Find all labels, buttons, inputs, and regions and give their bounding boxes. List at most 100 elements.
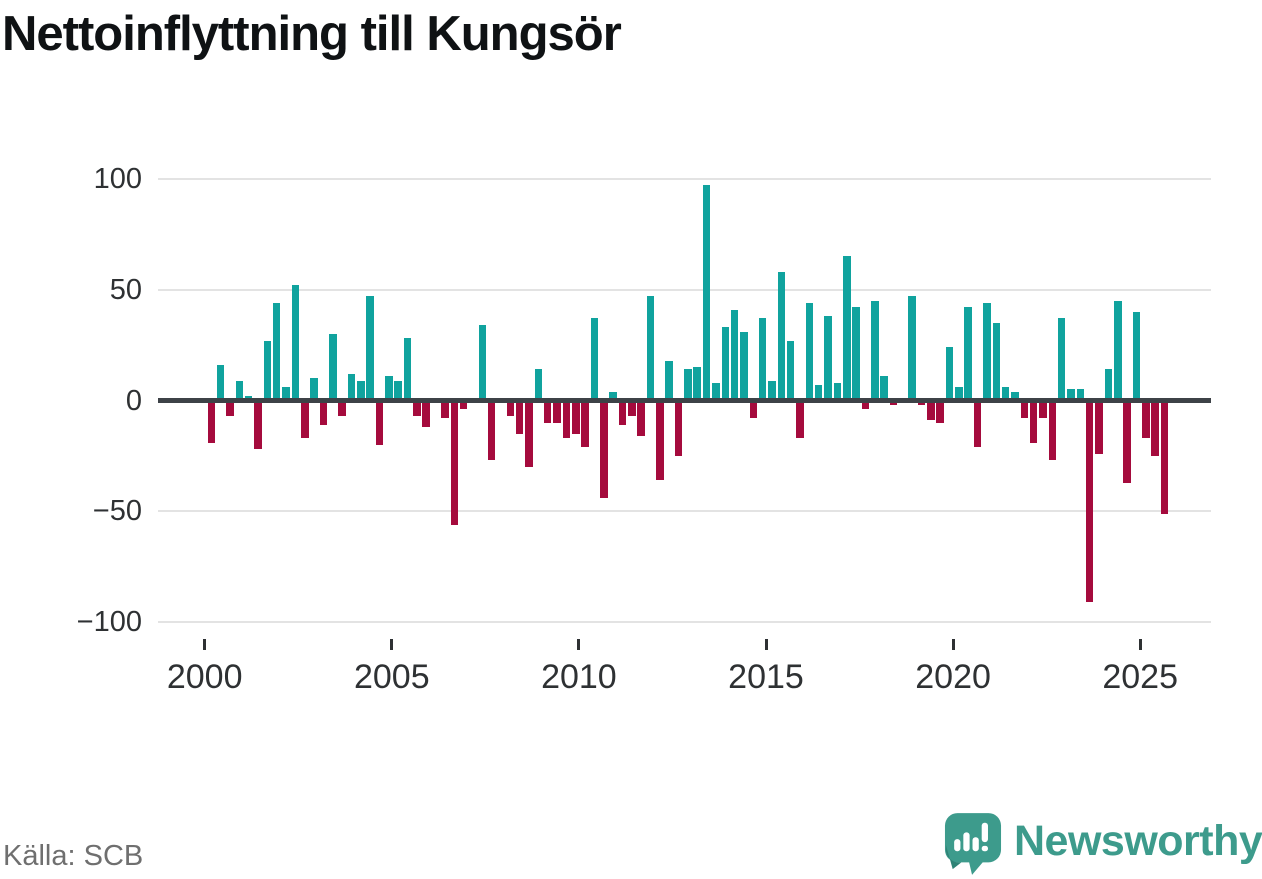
x-axis-label-2000: 2000	[166, 658, 243, 696]
bar-positive	[1114, 300, 1122, 401]
bar-positive	[272, 302, 281, 401]
bar-positive	[871, 300, 879, 401]
bar-negative	[861, 400, 870, 410]
bar-positive	[684, 369, 692, 401]
bar-positive	[216, 365, 225, 401]
bar-positive	[291, 285, 300, 401]
bar-negative	[553, 400, 561, 423]
x-tick-2025	[1138, 639, 1142, 650]
bar-negative	[628, 400, 636, 417]
x-tick-2020	[951, 639, 955, 650]
bar-positive	[824, 316, 832, 401]
bar-positive	[282, 387, 290, 401]
bar-positive	[702, 185, 711, 401]
bar-positive	[992, 322, 1001, 401]
bar-negative	[1085, 400, 1094, 603]
bar-positive	[329, 333, 337, 401]
bar-positive	[908, 296, 916, 401]
bar-positive	[366, 296, 374, 401]
bar-positive	[833, 382, 842, 401]
x-tick-2010	[577, 639, 581, 650]
y-axis-label-100: 100	[93, 162, 142, 195]
x-axis-label-2020: 2020	[915, 658, 991, 696]
bar-positive	[777, 271, 786, 401]
y-axis-label-50: 50	[109, 273, 142, 306]
bar-negative	[600, 400, 608, 499]
bar-positive	[955, 387, 963, 401]
bar-positive	[721, 327, 730, 401]
bar-negative	[656, 400, 664, 481]
bar-positive	[403, 338, 412, 401]
bar-negative	[422, 400, 430, 428]
x-tick-2015	[764, 639, 768, 650]
bar-positive	[814, 384, 823, 401]
bar-positive	[310, 378, 318, 401]
bar-positive	[1001, 387, 1010, 401]
bar-negative	[674, 400, 683, 456]
bar-positive	[730, 309, 739, 401]
bar-negative	[562, 400, 571, 439]
bar-positive	[1067, 389, 1075, 401]
bar-positive	[357, 380, 365, 401]
bar-positive	[945, 347, 954, 401]
gridline-100	[158, 177, 1211, 180]
bar-negative	[637, 400, 645, 436]
bar-positive	[693, 367, 701, 401]
bar-negative	[319, 400, 328, 425]
bar-negative	[1160, 400, 1169, 514]
bar-negative	[506, 400, 515, 417]
bar-negative	[515, 400, 524, 434]
bar-negative	[796, 400, 804, 439]
bar-positive	[665, 360, 673, 401]
bar-negative	[1039, 400, 1047, 419]
y-axis-label--100: −100	[76, 606, 142, 639]
bar-positive	[385, 376, 393, 401]
bar-positive	[983, 302, 991, 401]
newsworthy-logo: Newsworthy	[944, 812, 1262, 876]
bar-positive	[740, 331, 748, 401]
bar-positive	[590, 318, 599, 401]
bar-negative	[487, 400, 496, 461]
y-axis-label-0: 0	[125, 384, 142, 417]
bar-negative	[1095, 400, 1103, 454]
bar-negative	[301, 400, 309, 439]
bar-positive	[786, 340, 795, 401]
source-label: Källa: SCB	[3, 840, 144, 872]
bar-positive	[263, 340, 272, 401]
bar-negative	[413, 400, 421, 417]
bar-negative	[572, 400, 580, 434]
bar-positive	[1132, 311, 1141, 401]
bar-negative	[375, 400, 384, 445]
bar-positive	[394, 380, 402, 401]
bar-negative	[450, 400, 459, 525]
bar-positive	[609, 391, 617, 401]
bar-negative	[338, 400, 346, 417]
bar-negative	[749, 400, 758, 419]
bar-positive	[805, 302, 814, 401]
bar-negative	[1048, 400, 1057, 461]
bar-positive	[712, 382, 720, 401]
bar-negative	[459, 400, 468, 410]
bar-positive	[768, 380, 776, 401]
bar-negative	[1151, 400, 1159, 456]
bar-negative	[973, 400, 982, 448]
bar-negative	[581, 400, 589, 448]
y-axis-label--50: −50	[92, 495, 142, 528]
bar-negative	[1123, 400, 1131, 483]
zero-axis-line	[158, 398, 1211, 403]
bar-positive	[478, 325, 487, 401]
bar-positive	[852, 307, 860, 401]
gridline--50	[158, 510, 1211, 513]
newsworthy-speech-bubble-chart-icon	[944, 813, 1002, 875]
bar-negative	[1020, 400, 1029, 419]
chart-title: Nettoinflyttning till Kungsör	[2, 7, 622, 61]
bar-negative	[525, 400, 533, 467]
x-tick-2005	[390, 639, 394, 650]
x-axis-label-2010: 2010	[541, 658, 617, 696]
bar-positive	[880, 376, 888, 401]
bar-positive	[235, 380, 244, 401]
bar-positive	[1076, 389, 1085, 401]
bar-positive	[758, 318, 767, 401]
